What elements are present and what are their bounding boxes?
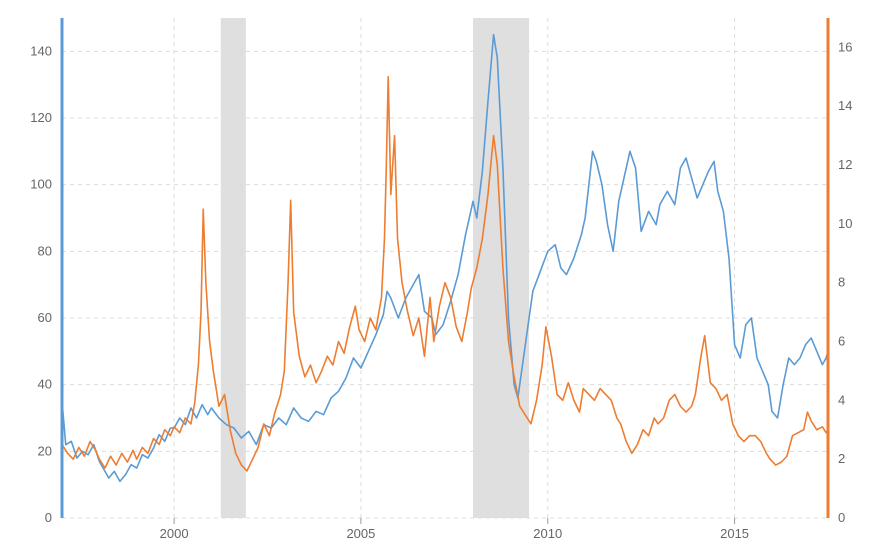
- y-left-tick-label: 0: [45, 510, 52, 525]
- y-right-tick-label: 4: [838, 392, 845, 407]
- y-left-tick-label: 140: [30, 43, 52, 58]
- y-left-tick-label: 120: [30, 110, 52, 125]
- y-right-tick-label: 2: [838, 451, 845, 466]
- y-right-tick-label: 12: [838, 157, 852, 172]
- y-right-tick-label: 6: [838, 334, 845, 349]
- recession-band: [473, 18, 529, 518]
- y-right-tick-label: 0: [838, 510, 845, 525]
- y-left-tick-label: 80: [38, 243, 52, 258]
- x-tick-label: 2005: [346, 526, 375, 541]
- x-tick-label: 2000: [160, 526, 189, 541]
- chart-container: 0 20 40 60 80 100 120 140 0 2 4 6 8 10 12 14 16 2000 2005 2…: [0, 0, 888, 560]
- y-right-tick-label: 8: [838, 275, 845, 290]
- x-tick-label: 2015: [720, 526, 749, 541]
- x-tick-label: 2010: [533, 526, 562, 541]
- chart-background: [0, 0, 888, 560]
- y-right-tick-label: 14: [838, 98, 852, 113]
- y-left-tick-label: 100: [30, 177, 52, 192]
- chart-svg: 0 20 40 60 80 100 120 140 0 2 4 6 8 10 12 14 16 2000 2005 2…: [0, 0, 888, 560]
- y-left-tick-label: 20: [38, 443, 52, 458]
- y-right-tick-label: 16: [838, 39, 852, 54]
- y-left-tick-label: 40: [38, 377, 52, 392]
- y-left-tick-label: 60: [38, 310, 52, 325]
- y-right-tick-label: 10: [838, 216, 852, 231]
